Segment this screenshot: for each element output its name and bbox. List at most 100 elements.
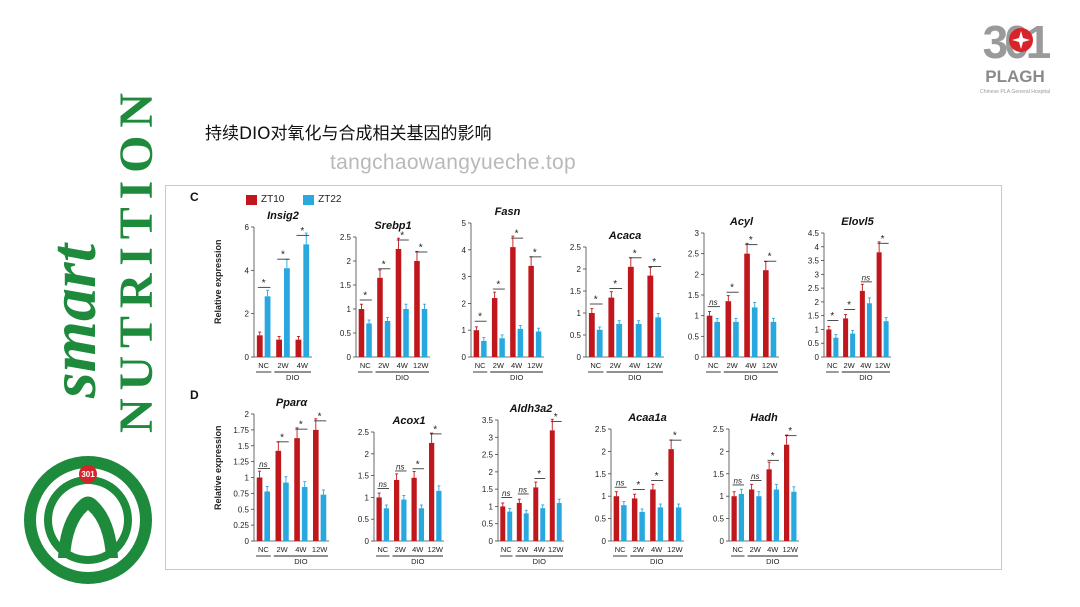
y-tick-label: 0.25 [233, 521, 249, 530]
y-tick-label: 0 [577, 353, 582, 362]
bar-zt22 [366, 323, 372, 357]
bar-zt22 [751, 307, 758, 357]
bar-zt22 [383, 508, 389, 541]
significance-label: ns [751, 472, 759, 481]
bar-zt10 [668, 449, 674, 541]
bar-zt10 [549, 430, 555, 541]
legend-item-zt10: ZT10 [246, 194, 284, 205]
y-tick-label: 0.75 [233, 489, 249, 498]
significance-label: * [554, 412, 558, 423]
bar-zt22 [401, 499, 407, 541]
bar-zt22 [481, 340, 487, 357]
bar-zt22 [517, 328, 524, 357]
x-tick-label: 4W [629, 361, 641, 370]
x-tick-label: 12W [548, 545, 564, 554]
group-label: DIO [411, 557, 425, 566]
significance-label: ns [616, 479, 624, 488]
y-tick-label: 4 [462, 246, 467, 255]
logo-name: PLAGH [985, 67, 1045, 86]
bar-zt10 [588, 313, 595, 357]
bar-zt22 [384, 321, 391, 357]
emblem-number: 301 [81, 470, 95, 479]
x-tick-label: 12W [762, 361, 778, 370]
significance-label: * [382, 259, 386, 270]
bar-zt10 [706, 315, 713, 357]
bar-zt10 [516, 502, 522, 541]
chart-title: Pparα [276, 397, 308, 409]
y-tick-label: 2 [720, 447, 725, 456]
panel-letter-d: D [190, 388, 199, 402]
bar-zt10 [608, 297, 615, 357]
bar-zt22 [301, 487, 308, 541]
bar-zt10 [613, 496, 620, 541]
figure-panel: C D ZT10 ZT22 Relative expression Relati… [165, 185, 1002, 570]
y-tick-label: 3.5 [482, 416, 494, 425]
y-tick-label: 1 [815, 325, 820, 334]
y-tick-label: 0 [815, 353, 820, 362]
y-tick-label: 2.5 [358, 428, 370, 437]
x-tick-label: NC [360, 361, 371, 370]
chart-title: Acox1 [391, 415, 425, 427]
y-tick-label: 1.5 [482, 485, 494, 494]
y-tick-label: 1.75 [233, 426, 249, 435]
significance-label: * [419, 243, 423, 254]
legend-label-zt22: ZT22 [318, 194, 342, 205]
y-tick-label: 0.5 [482, 520, 494, 529]
y-tick-label: 2.5 [482, 451, 494, 460]
bar-zt22 [675, 507, 682, 541]
y-tick-label: 3 [695, 229, 700, 238]
bar-zt22 [264, 296, 271, 357]
significance-label: * [318, 411, 322, 422]
y-tick-label: 3 [489, 433, 494, 442]
x-tick-label: NC [258, 545, 269, 554]
y-tick-label: 2 [577, 265, 582, 274]
bar-zt22 [773, 489, 779, 541]
x-tick-label: NC [377, 545, 388, 554]
bar-zt10 [473, 330, 480, 357]
x-tick-label: 4W [412, 545, 424, 554]
bar-zt10 [411, 477, 417, 541]
bar-zt10 [725, 301, 732, 357]
significance-label: * [771, 451, 775, 462]
bar-zt22 [733, 321, 739, 357]
y-tick-label: 0.5 [713, 515, 725, 524]
significance-label: * [594, 295, 598, 306]
y-tick-label: 2 [365, 450, 370, 459]
group-label: DIO [286, 373, 300, 382]
significance-label: ns [734, 476, 742, 485]
x-tick-label: 4W [767, 545, 779, 554]
bar-zt10 [749, 489, 755, 541]
x-tick-label: 4W [297, 361, 309, 370]
y-tick-label: 2.5 [688, 250, 700, 259]
group-label: DIO [294, 557, 308, 566]
y-tick-label: 0 [245, 353, 250, 362]
bar-zt10 [528, 265, 534, 357]
bar-zt10 [313, 429, 319, 541]
y-tick-label: 3 [462, 273, 467, 282]
bar-zt22 [621, 505, 627, 541]
bar-zt22 [436, 490, 442, 541]
chart-legend: ZT10 ZT22 [246, 194, 357, 208]
chart-title: Acaca [608, 230, 641, 242]
bar-zt22 [833, 337, 839, 357]
y-tick-label: 4.5 [808, 229, 820, 238]
y-tick-label: 1 [602, 492, 607, 501]
significance-label: * [300, 226, 304, 237]
y-tick-label: 2 [347, 257, 352, 266]
x-tick-label: 12W [875, 361, 891, 370]
bar-zt22 [507, 511, 513, 541]
bar-zt22 [421, 309, 428, 357]
chart-title: Fasn [495, 206, 521, 218]
x-tick-label: 12W [527, 361, 543, 370]
bar-zt22 [283, 482, 289, 541]
significance-label: * [363, 291, 367, 302]
x-tick-label: NC [590, 361, 601, 370]
x-tick-label: 2W [727, 361, 739, 370]
x-tick-label: 12W [413, 361, 429, 370]
y-tick-label: 2 [695, 270, 700, 279]
y-tick-label: 0 [347, 353, 352, 362]
y-tick-label: 2 [815, 298, 820, 307]
x-tick-label: NC [732, 545, 743, 554]
x-tick-label: 4W [511, 361, 523, 370]
y-tick-label: 1 [245, 474, 250, 483]
